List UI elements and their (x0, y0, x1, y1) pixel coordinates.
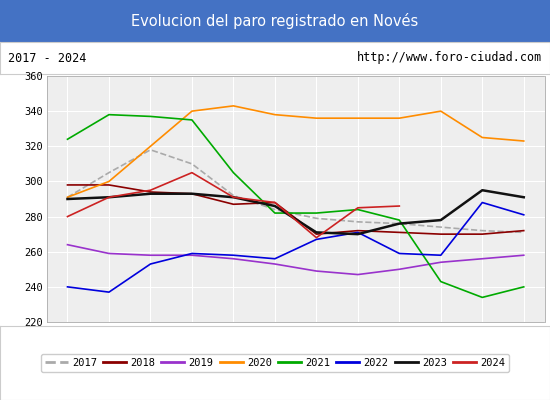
Text: http://www.foro-ciudad.com: http://www.foro-ciudad.com (356, 52, 542, 64)
Text: 2017 - 2024: 2017 - 2024 (8, 52, 87, 64)
Text: Evolucion del paro registrado en Novés: Evolucion del paro registrado en Novés (131, 13, 419, 29)
Legend: 2017, 2018, 2019, 2020, 2021, 2022, 2023, 2024: 2017, 2018, 2019, 2020, 2021, 2022, 2023… (41, 354, 509, 372)
